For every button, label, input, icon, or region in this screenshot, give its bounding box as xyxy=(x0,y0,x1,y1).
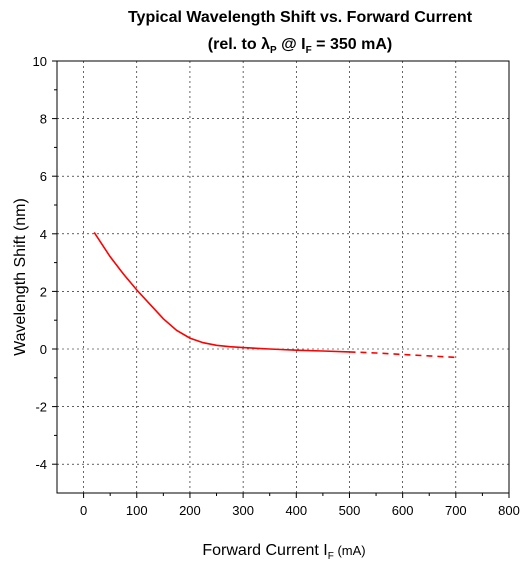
y-tick-label: -2 xyxy=(35,400,47,415)
chart-title-line2: (rel. to λP @ IF = 350 mA) xyxy=(208,36,392,56)
y-tick-label: 2 xyxy=(40,284,47,299)
x-tick-label: 0 xyxy=(80,503,87,518)
plot-frame xyxy=(56,60,510,494)
x-tick-label: 500 xyxy=(339,503,361,518)
y-tick-label: 10 xyxy=(33,54,47,69)
x-tick-label: 700 xyxy=(445,503,467,518)
series-line-dashed xyxy=(349,351,456,359)
x-axis: 0 100 200 300 400 500 600 700 800 xyxy=(80,493,520,518)
x-tick-label: 100 xyxy=(126,503,148,518)
y-tick-label: 6 xyxy=(40,169,47,184)
x-axis-label: Forward Current IF (mA) xyxy=(202,542,365,562)
y-axis: -4 -2 0 2 4 6 8 10 xyxy=(33,54,57,472)
series-group xyxy=(93,231,456,359)
x-tick-label: 600 xyxy=(392,503,414,518)
x-tick-label: 800 xyxy=(498,503,520,518)
chart-title-line1: Typical Wavelength Shift vs. Forward Cur… xyxy=(128,9,473,26)
y-tick-label: 4 xyxy=(40,227,47,242)
x-tick-label: 400 xyxy=(285,503,307,518)
x-tick-label: 300 xyxy=(232,503,254,518)
y-tick-label: 0 xyxy=(40,342,47,357)
y-axis-label: Wavelength Shift (nm) xyxy=(12,198,29,356)
x-tick-label: 200 xyxy=(179,503,201,518)
y-tick-label: 8 xyxy=(40,112,47,127)
y-tick-label: -4 xyxy=(35,457,47,472)
grid-lines xyxy=(57,61,509,493)
series-line-solid xyxy=(93,231,350,353)
